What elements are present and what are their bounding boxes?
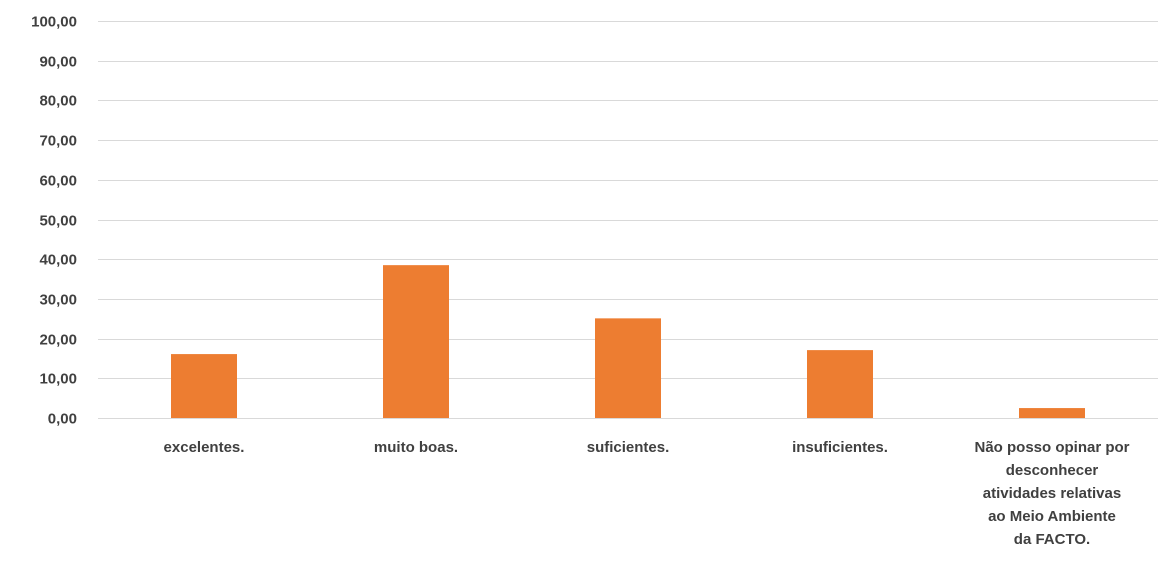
y-tick-label: 40,00 — [39, 252, 77, 269]
y-tick-label: 20,00 — [39, 332, 77, 349]
x-tick-label-line: insuficientes. — [792, 439, 888, 456]
x-tick-label-line: suficientes. — [587, 439, 670, 456]
bar — [1019, 408, 1085, 418]
bar — [383, 265, 449, 418]
x-tick-label-line: muito boas. — [374, 439, 458, 456]
x-tick-label: insuficientes. — [792, 439, 888, 456]
y-tick-label: 30,00 — [39, 292, 77, 309]
x-tick-label: suficientes. — [587, 439, 670, 456]
x-tick-label-line: desconhecer — [1006, 462, 1099, 479]
x-tick-label-line: atividades relativas — [983, 485, 1121, 502]
bar — [171, 354, 237, 418]
x-tick-label-line: excelentes. — [164, 439, 245, 456]
y-tick-label: 90,00 — [39, 54, 77, 71]
x-tick-label: muito boas. — [374, 439, 458, 456]
x-tick-label-line: ao Meio Ambiente — [988, 508, 1116, 525]
y-tick-label: 10,00 — [39, 371, 77, 388]
y-tick-label: 0,00 — [48, 411, 77, 428]
y-tick-label: 70,00 — [39, 133, 77, 150]
bars — [171, 265, 1085, 418]
bar — [807, 350, 873, 418]
y-tick-label: 60,00 — [39, 173, 77, 190]
x-tick-label-line: da FACTO. — [1014, 531, 1090, 548]
x-tick-label: excelentes. — [164, 439, 245, 456]
x-axis-tick-labels: excelentes. muito boas. suficientes. insufi… — [164, 439, 1130, 548]
y-tick-label: 100,00 — [31, 14, 77, 31]
x-tick-label-line: Não posso opinar por — [974, 439, 1129, 456]
bar — [595, 318, 661, 418]
x-tick-label: Não posso opinar por desconhecer atividade… — [974, 439, 1129, 548]
y-axis-tick-labels: 0,00 10,00 20,00 30,00 40,00 50,00 60,00 70,00 8… — [31, 14, 77, 428]
y-tick-label: 80,00 — [39, 93, 77, 110]
y-tick-label: 50,00 — [39, 213, 77, 230]
